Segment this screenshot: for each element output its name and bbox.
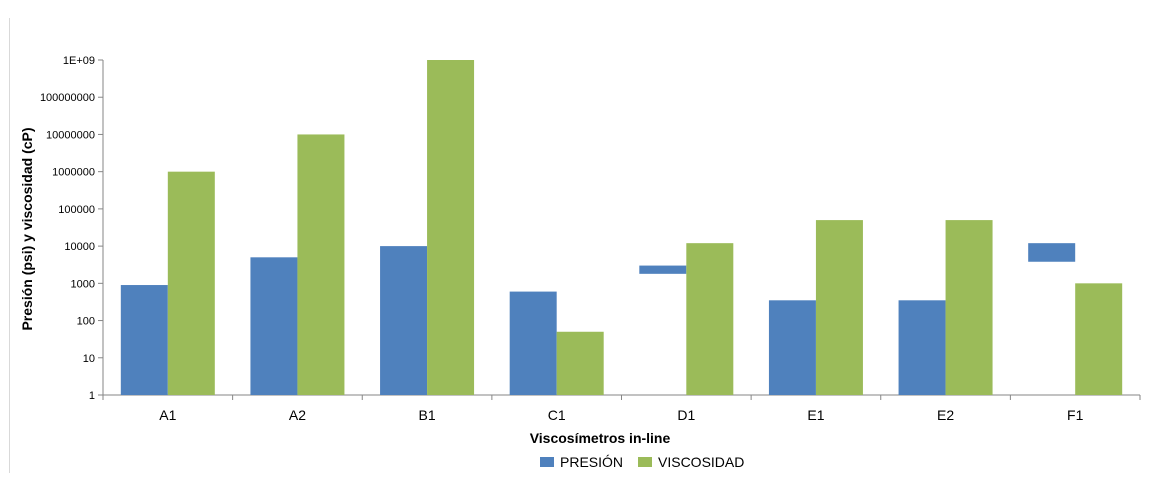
- y-tick-label: 1000000: [52, 167, 95, 179]
- y-tick-label: 10000: [64, 241, 95, 253]
- bar-presión-e1: [768, 300, 816, 395]
- x-tick-label: D1: [677, 407, 695, 423]
- y-tick-label: 1E+09: [63, 55, 95, 67]
- bar-presión-f1: [1028, 243, 1076, 262]
- y-axis-label: Presión (psi) y viscosidad (cP): [19, 127, 35, 330]
- bar-viscosidad-e2: [945, 220, 993, 395]
- y-tick-label: 1000: [71, 278, 95, 290]
- bar-viscosidad-e1: [815, 220, 863, 395]
- y-tick-label: 1: [89, 390, 95, 402]
- x-axis: A1 A2 B1 C1 D1 E1 E2 F1: [102, 394, 1141, 423]
- x-tick-label: A1: [159, 407, 176, 423]
- bars: [120, 60, 1123, 395]
- x-tick-label: A2: [289, 407, 306, 423]
- bar-presión-b1: [380, 246, 428, 395]
- y-axis: 1 10 100 1000 10000 100000 1000000 10000000 1000…: [40, 55, 104, 402]
- x-tick-label: E2: [937, 407, 954, 423]
- bar-presión-e2: [898, 300, 946, 395]
- legend-label: VISCOSIDAD: [658, 454, 744, 470]
- y-tick-label: 10000000: [46, 129, 95, 141]
- bar-viscosidad-b1: [427, 60, 475, 395]
- y-tick-label: 100000: [58, 204, 95, 216]
- y-tick-label: 100: [77, 316, 95, 328]
- bar-presión-a1: [120, 285, 168, 395]
- x-tick-label: C1: [548, 407, 566, 423]
- bar-viscosidad-d1: [686, 243, 734, 395]
- bar-presión-a2: [250, 257, 298, 395]
- legend: PRESIÓN VISCOSIDAD: [540, 454, 744, 470]
- y-tick-label: 10: [83, 353, 95, 365]
- x-tick-label: F1: [1067, 407, 1084, 423]
- x-tick-label: B1: [419, 407, 436, 423]
- bar-viscosidad-c1: [556, 331, 604, 395]
- legend-swatch: [540, 457, 554, 467]
- bar-presión-c1: [509, 291, 557, 395]
- frame-left-rule: [9, 18, 10, 473]
- bar-viscosidad-f1: [1075, 283, 1123, 395]
- bar-viscosidad-a2: [297, 134, 345, 395]
- legend-label: PRESIÓN: [560, 454, 623, 470]
- x-tick-label: E1: [807, 407, 824, 423]
- x-axis-label: Viscosímetros in-line: [530, 430, 671, 446]
- legend-swatch: [638, 457, 652, 467]
- bar-viscosidad-a1: [167, 171, 215, 395]
- y-tick-label: 100000000: [40, 92, 95, 104]
- bar-presión-d1: [639, 265, 687, 274]
